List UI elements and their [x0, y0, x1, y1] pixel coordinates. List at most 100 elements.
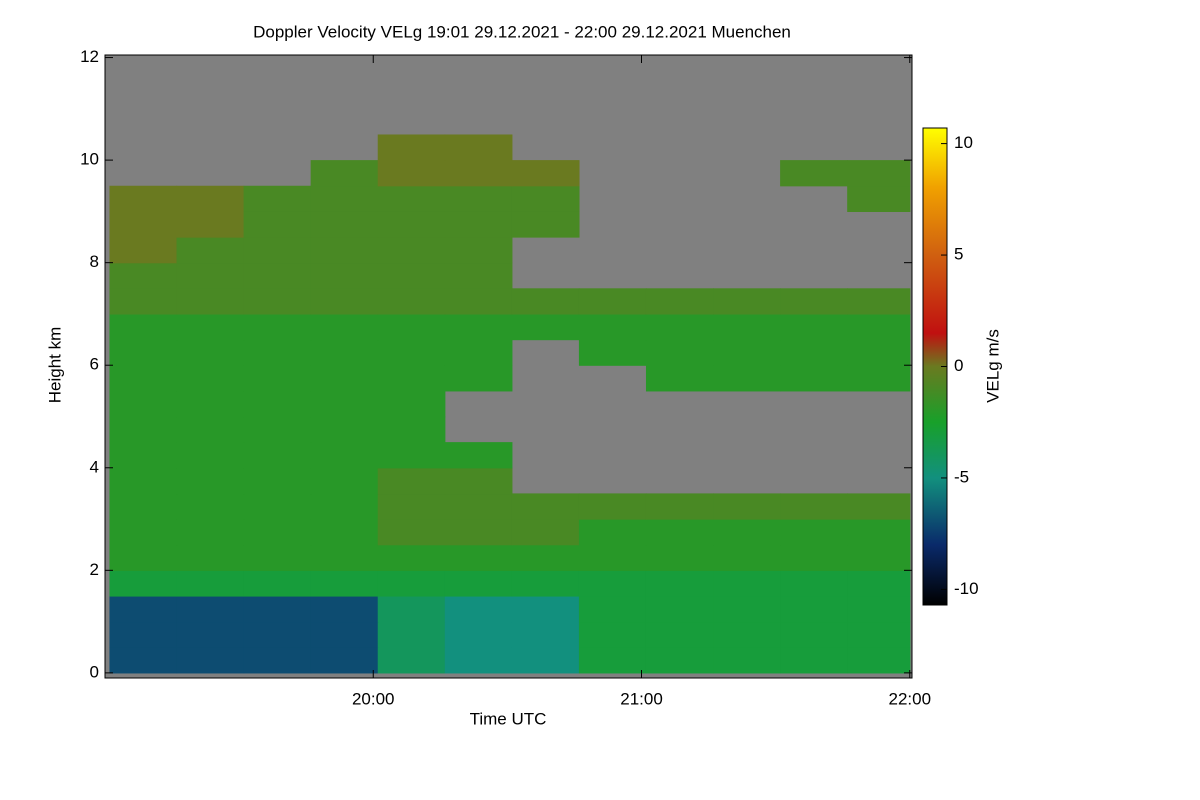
- chart-title: Doppler Velocity VELg 19:01 29.12.2021 -…: [253, 22, 791, 41]
- heatmap-cell: [109, 467, 178, 495]
- heatmap-cell: [176, 595, 245, 623]
- heatmap-cell: [645, 339, 714, 366]
- heatmap-cell: [645, 313, 714, 341]
- heatmap-cell: [176, 262, 245, 289]
- heatmap-cell: [511, 647, 580, 674]
- heatmap-cell: [243, 288, 312, 315]
- heatmap-cell: [578, 339, 647, 366]
- heatmap-cell: [444, 185, 513, 212]
- heatmap-cell: [444, 544, 513, 571]
- heatmap-cell: [109, 185, 178, 212]
- heatmap-cell: [780, 160, 848, 187]
- heatmap-cell: [847, 595, 911, 623]
- y-tick-label: 2: [90, 560, 99, 579]
- y-tick-label: 4: [90, 457, 99, 476]
- heatmap-cell: [578, 313, 647, 341]
- heatmap-cell: [176, 288, 245, 315]
- heatmap-cell: [109, 493, 178, 520]
- heatmap-cell: [713, 339, 781, 366]
- heatmap-cell: [243, 544, 312, 571]
- y-tick-label: 6: [90, 355, 99, 374]
- heatmap-cell: [377, 647, 446, 674]
- heatmap-cell: [377, 185, 446, 212]
- heatmap-cell: [109, 211, 178, 238]
- heatmap-cell: [176, 442, 245, 469]
- y-tick-label: 12: [80, 47, 99, 66]
- heatmap-cell: [780, 621, 848, 648]
- heatmap-cell: [578, 595, 647, 623]
- heatmap-cell: [310, 570, 379, 597]
- heatmap-cell: [444, 211, 513, 238]
- heatmap-cell: [444, 313, 513, 341]
- heatmap-cell: [310, 313, 379, 341]
- heatmap-cell: [176, 390, 245, 418]
- heatmap-cell: [176, 185, 245, 212]
- heatmap-cells: [109, 134, 911, 674]
- heatmap-cell: [511, 185, 580, 212]
- heatmap-cell: [847, 493, 911, 520]
- heatmap-cell: [377, 134, 446, 161]
- heatmap-cell: [847, 160, 911, 187]
- heatmap-cell: [310, 595, 379, 623]
- heatmap-cell: [511, 288, 580, 315]
- heatmap-cell: [377, 262, 446, 289]
- heatmap-cell: [109, 595, 178, 623]
- heatmap-cell: [645, 647, 714, 674]
- heatmap-cell: [444, 595, 513, 623]
- heatmap-cell: [109, 519, 178, 546]
- heatmap-cell: [444, 493, 513, 520]
- heatmap-cell: [578, 288, 647, 315]
- heatmap-cell: [243, 595, 312, 623]
- heatmap-cell: [310, 288, 379, 315]
- heatmap-cell: [176, 365, 245, 392]
- heatmap-cell: [511, 160, 580, 187]
- heatmap-cell: [377, 570, 446, 597]
- heatmap-cell: [847, 313, 911, 341]
- colorbar-tick-label: 5: [954, 245, 963, 264]
- heatmap-cell: [310, 390, 379, 418]
- colorbar-label: VELg m/s: [983, 329, 1002, 403]
- heatmap-cell: [511, 493, 580, 520]
- heatmap-cell: [713, 493, 781, 520]
- heatmap-cell: [444, 647, 513, 674]
- heatmap-cell: [243, 647, 312, 674]
- heatmap-cell: [847, 647, 911, 674]
- heatmap-cell: [713, 595, 781, 623]
- heatmap-cell: [310, 647, 379, 674]
- heatmap-cell: [847, 185, 911, 212]
- heatmap-cell: [645, 595, 714, 623]
- heatmap-cell: [176, 647, 245, 674]
- y-tick-label: 0: [90, 662, 99, 681]
- heatmap-cell: [243, 262, 312, 289]
- heatmap-cell: [377, 160, 446, 187]
- heatmap-cell: [713, 647, 781, 674]
- heatmap-cell: [377, 493, 446, 520]
- heatmap-cell: [109, 544, 178, 571]
- heatmap-cell: [109, 442, 178, 469]
- heatmap-cell: [377, 467, 446, 495]
- heatmap-cell: [243, 237, 312, 264]
- heatmap-cell: [176, 621, 245, 648]
- heatmap-cell: [713, 570, 781, 597]
- heatmap-cell: [243, 442, 312, 469]
- heatmap-cell: [176, 519, 245, 546]
- heatmap-cell: [377, 621, 446, 648]
- y-tick-label: 8: [90, 252, 99, 271]
- heatmap-cell: [109, 365, 178, 392]
- heatmap-cell: [444, 621, 513, 648]
- plot-frame: [104, 54, 913, 679]
- heatmap-cell: [713, 365, 781, 392]
- heatmap-cell: [444, 160, 513, 187]
- heatmap-cell: [780, 647, 848, 674]
- heatmap-cell: [109, 570, 178, 597]
- heatmap-cell: [713, 288, 781, 315]
- heatmap-cell: [109, 339, 178, 366]
- colorbar-tick-label: 0: [954, 356, 963, 375]
- heatmap-cell: [511, 570, 580, 597]
- heatmap-cell: [847, 544, 911, 571]
- heatmap-cell: [243, 313, 312, 341]
- heatmap-cell: [310, 544, 379, 571]
- colorbar-tick-label: 10: [954, 133, 973, 152]
- heatmap-cell: [713, 519, 781, 546]
